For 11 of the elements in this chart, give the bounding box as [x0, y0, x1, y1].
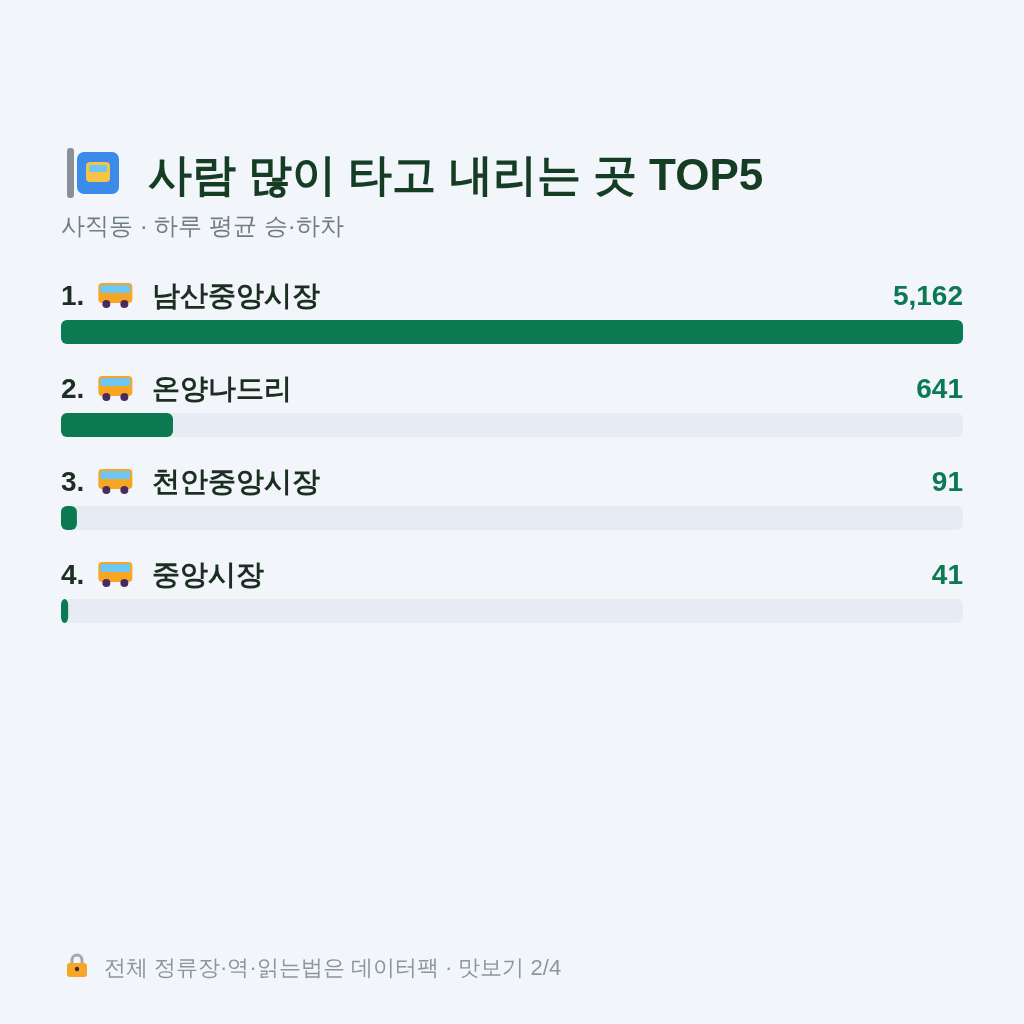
data-label: 641 — [916, 373, 963, 404]
data-label: 5,162 — [892, 280, 963, 311]
data-label: 91 — [931, 466, 963, 497]
category-label: 2. 온양나드리 — [61, 373, 293, 404]
chart-title: 사람 많이 타고 내리는 곳 TOP5 — [148, 150, 764, 199]
data-label: 41 — [931, 559, 963, 590]
chart-subtitle: 사직동 · 하루 평균 승·하차 — [61, 212, 344, 239]
category-label: 4. 중앙시장 — [61, 559, 265, 590]
text: 전체 정류장·역·읽는법은 데이터팩 · 맛보기 2/4 — [104, 955, 562, 980]
category-label: 3. 천안중앙시장 — [61, 466, 321, 497]
category-label: 1. 남산중앙시장 — [61, 280, 321, 311]
